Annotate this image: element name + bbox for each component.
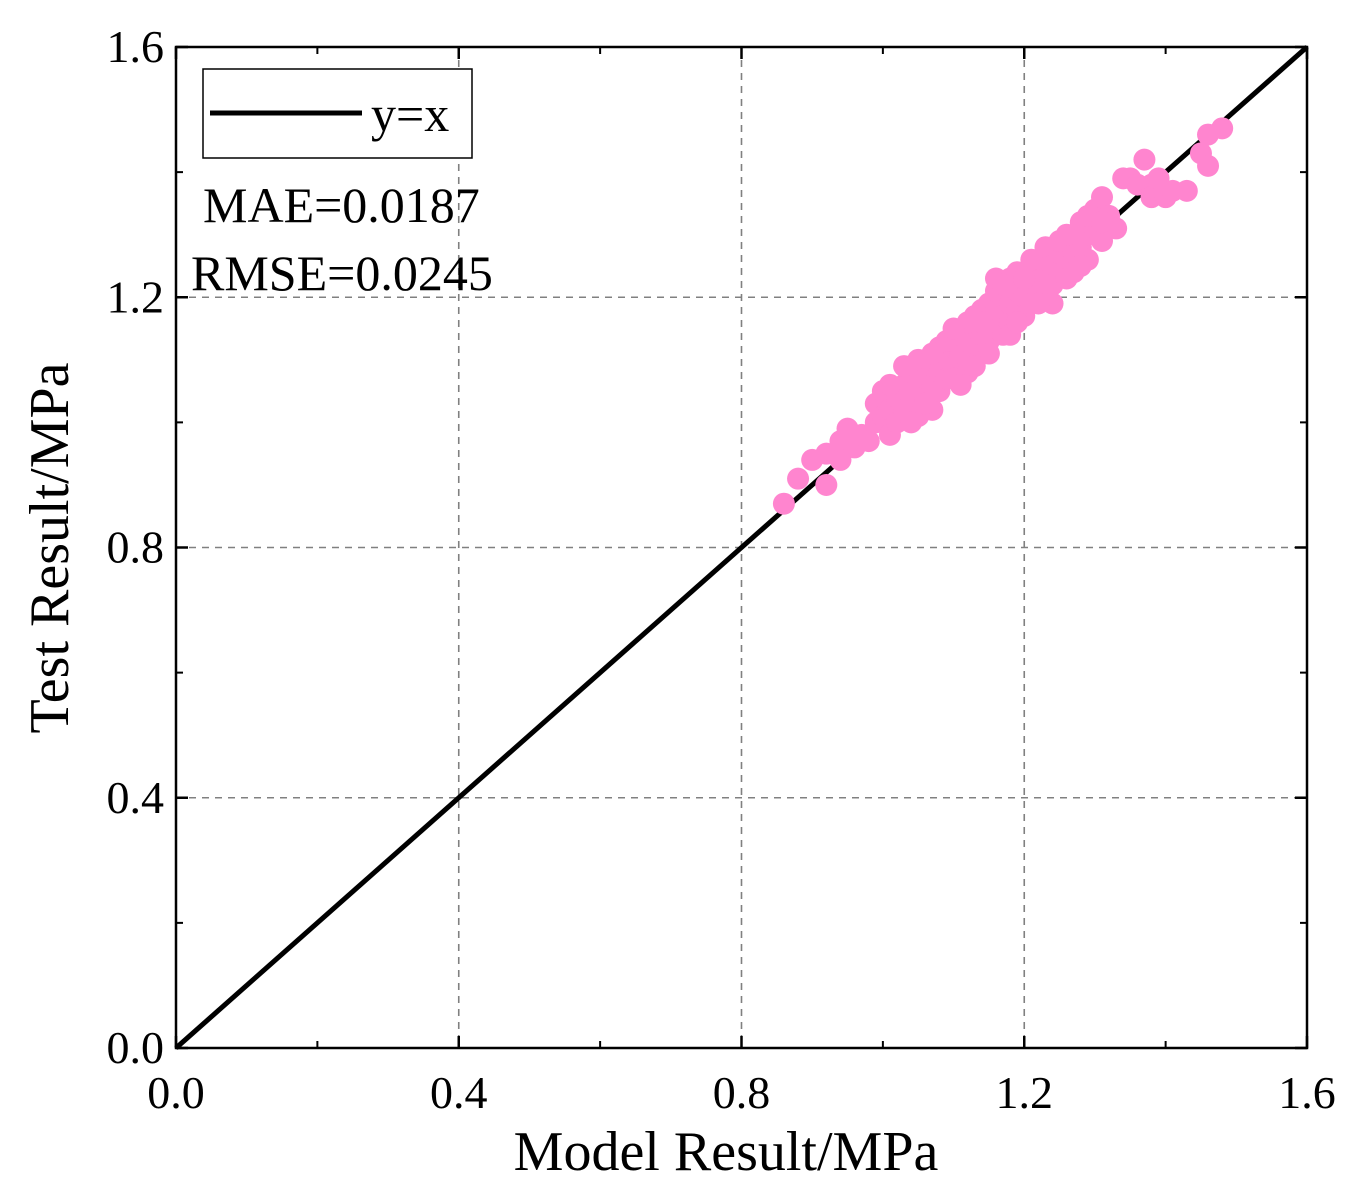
data-point — [1055, 223, 1078, 246]
mae-annotation: MAE=0.0187 — [203, 177, 480, 233]
data-point — [1197, 154, 1220, 177]
x-tick-label: 1.6 — [1278, 1067, 1336, 1118]
legend: y=x — [202, 68, 473, 159]
data-point — [1147, 167, 1170, 190]
x-tick-label: 0.8 — [713, 1067, 771, 1118]
data-point — [815, 473, 838, 496]
data-point — [1020, 248, 1043, 271]
x-tick-label: 1.2 — [996, 1067, 1054, 1118]
data-point — [914, 392, 937, 415]
rmse-annotation: RMSE=0.0245 — [191, 245, 493, 301]
data-point — [878, 373, 901, 396]
data-points — [772, 117, 1234, 515]
data-point — [963, 355, 986, 378]
data-point — [1013, 267, 1036, 290]
data-point — [977, 342, 1000, 365]
data-point — [1027, 292, 1050, 315]
axis-ticks — [174, 45, 1309, 1050]
data-point — [1091, 211, 1114, 234]
y-axis-label: Test Result/MPa — [19, 362, 81, 733]
x-tick-label: 0.4 — [430, 1067, 488, 1118]
data-point — [1133, 148, 1156, 171]
data-point — [857, 430, 880, 453]
data-point — [1006, 311, 1029, 334]
y-tick-label: 1.2 — [107, 271, 165, 322]
data-point — [787, 467, 810, 490]
data-point — [900, 411, 923, 434]
y-tick-label: 0.0 — [107, 1022, 165, 1073]
data-point — [829, 448, 852, 471]
y-tick-label: 0.8 — [107, 522, 165, 573]
data-point — [1091, 186, 1114, 209]
legend-label: y=x — [371, 86, 449, 142]
data-point — [942, 317, 965, 340]
tick-labels: 0.0 0.4 0.8 1.2 1.6 0.0 0.4 0.8 1.2 1.6 — [107, 21, 1336, 1118]
data-point — [1211, 117, 1234, 140]
data-point — [949, 373, 972, 396]
y-tick-label: 0.4 — [107, 772, 165, 823]
data-point — [1069, 254, 1092, 277]
data-point — [893, 355, 916, 378]
x-axis-label: Model Result/MPa — [514, 1121, 939, 1183]
data-point — [921, 342, 944, 365]
data-point — [1175, 179, 1198, 202]
x-tick-label: 0.0 — [147, 1067, 205, 1118]
data-point — [772, 492, 795, 515]
y-tick-label: 1.6 — [107, 21, 165, 72]
data-point — [992, 273, 1015, 296]
data-point — [1091, 229, 1114, 252]
data-point — [970, 311, 993, 334]
